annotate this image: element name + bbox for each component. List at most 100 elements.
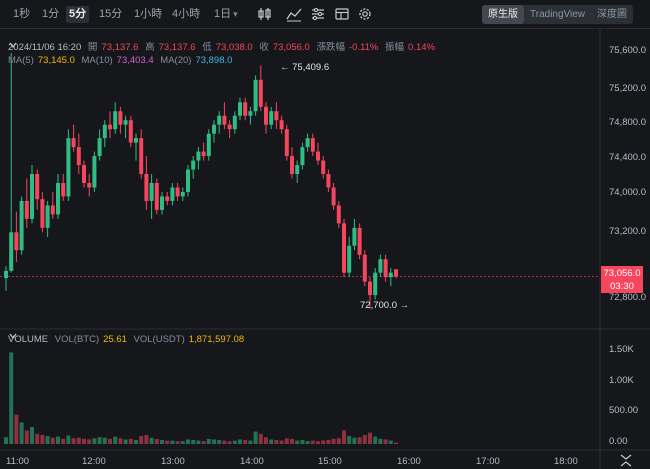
candle-body <box>71 138 76 148</box>
volume-bar <box>170 440 175 444</box>
price-axis-label: 75,200.0 <box>609 83 646 94</box>
low-marker: 72,700.0 → <box>360 300 410 311</box>
volume-bar <box>342 430 346 444</box>
volume-bar <box>373 436 378 444</box>
candle-date: 2024/11/06 16:20 <box>8 42 82 53</box>
fit-screen-icon[interactable] <box>619 454 633 467</box>
volume-bar <box>61 438 66 444</box>
candle-body <box>321 160 326 175</box>
candle-body <box>212 124 216 134</box>
view-native[interactable]: 原生版 <box>482 5 524 24</box>
candle-body <box>258 79 263 107</box>
candle-body <box>191 160 196 170</box>
candle-body <box>394 269 398 277</box>
timeframe-15m[interactable]: 15分 <box>99 8 123 20</box>
candle-body <box>295 165 300 175</box>
time-axis-label: 17:00 <box>476 456 500 467</box>
candle-body <box>180 191 185 197</box>
view-depth[interactable]: 深度圖 <box>597 9 628 20</box>
volume-bar <box>279 440 284 444</box>
timeframe-1m[interactable]: 1分 <box>42 8 60 20</box>
candle-body <box>248 111 253 116</box>
collapse-chevron-icon[interactable] <box>8 40 18 50</box>
volume-bar <box>362 434 367 444</box>
candle-body <box>186 169 190 192</box>
time-axis-label: 18:00 <box>554 456 578 467</box>
price-axis-label: 72,800.0 <box>609 292 646 303</box>
candlestick-chart[interactable] <box>0 29 650 469</box>
volume-bar <box>321 440 326 444</box>
candle-body <box>108 124 112 130</box>
candle-body <box>76 147 81 166</box>
candle-body <box>378 259 383 273</box>
volume-axis-label: 1.50K <box>609 344 634 355</box>
current-price: 73,056.0 <box>603 268 641 279</box>
collapse-chevron-icon[interactable] <box>8 331 18 341</box>
timeframe-1d[interactable]: 1日 ▾ <box>211 6 241 23</box>
volume-bar <box>258 433 263 444</box>
volume-bar <box>45 436 50 444</box>
chart-layout-icon[interactable] <box>334 6 350 22</box>
volume-bar <box>108 438 112 444</box>
time-axis-label: 12:00 <box>82 456 106 467</box>
time-axis-label: 14:00 <box>240 456 264 467</box>
candle-body <box>388 272 393 278</box>
volume-bar <box>87 439 92 444</box>
volume-bar <box>290 438 294 444</box>
candle-body <box>160 196 164 210</box>
volume-bar <box>316 441 320 444</box>
volume-bar <box>212 439 216 444</box>
candle-body <box>123 120 128 125</box>
volume-bar <box>305 441 310 444</box>
candle-body <box>149 182 154 201</box>
change-label: 漲跌幅 <box>316 42 345 53</box>
ohlc-info: 2024/11/06 16:20 開 73,137.6 高 73,137.6 低 73… <box>8 39 439 53</box>
candle-body <box>342 223 346 273</box>
candle-body <box>279 120 284 130</box>
chart-toolbar: 1秒 1分 5分 15分 1小時 4小時 1日 ▾ 原生版 TradingView… <box>0 0 650 29</box>
candle-body <box>128 120 133 143</box>
candle-body <box>134 138 138 143</box>
candle-body <box>170 187 175 201</box>
indicator-icon[interactable] <box>286 6 302 22</box>
volume-bar <box>19 422 24 444</box>
timeframe-1s[interactable]: 1秒 <box>13 8 31 20</box>
candle-body <box>201 151 206 157</box>
volume-bar <box>24 430 29 444</box>
volume-bar <box>217 440 222 444</box>
candle-body <box>238 102 242 116</box>
candle-body <box>24 200 29 219</box>
vol-usdt-label: VOL(USDT) <box>133 334 185 345</box>
volume-bar <box>206 438 211 444</box>
candle-body <box>373 272 378 296</box>
volume-bar <box>102 437 107 444</box>
ma5-value: 73,145.0 <box>37 55 75 66</box>
candle-body <box>113 111 118 130</box>
timeframe-1h[interactable]: 1小時 <box>134 8 163 20</box>
price-axis-label: 75,600.0 <box>609 45 646 56</box>
candle-body <box>66 138 71 197</box>
volume-bar <box>92 438 97 444</box>
volume-bar <box>238 439 242 444</box>
candle-body <box>154 182 159 210</box>
volume-bar <box>97 437 102 444</box>
close-label: 收 <box>259 42 269 53</box>
candle-body <box>144 174 149 201</box>
time-axis-label: 11:00 <box>6 456 30 467</box>
gear-icon[interactable] <box>357 6 373 22</box>
candle-body <box>217 115 222 125</box>
volume-bar <box>30 427 34 444</box>
volume-bar <box>154 438 159 444</box>
candle-body <box>243 102 248 116</box>
candle-body <box>30 174 34 219</box>
candle-type-icon[interactable] <box>257 6 273 22</box>
volume-bar <box>274 440 279 444</box>
timeframe-4h[interactable]: 4小時 <box>172 8 201 20</box>
view-tradingview[interactable]: TradingView <box>530 9 586 20</box>
volume-bar <box>357 437 362 444</box>
time-axis-label: 15:00 <box>318 456 342 467</box>
volume-bar <box>232 440 237 444</box>
volume-bar <box>139 436 144 444</box>
timeframe-5m[interactable]: 5分 <box>66 6 90 23</box>
settings-list-icon[interactable] <box>310 6 326 22</box>
